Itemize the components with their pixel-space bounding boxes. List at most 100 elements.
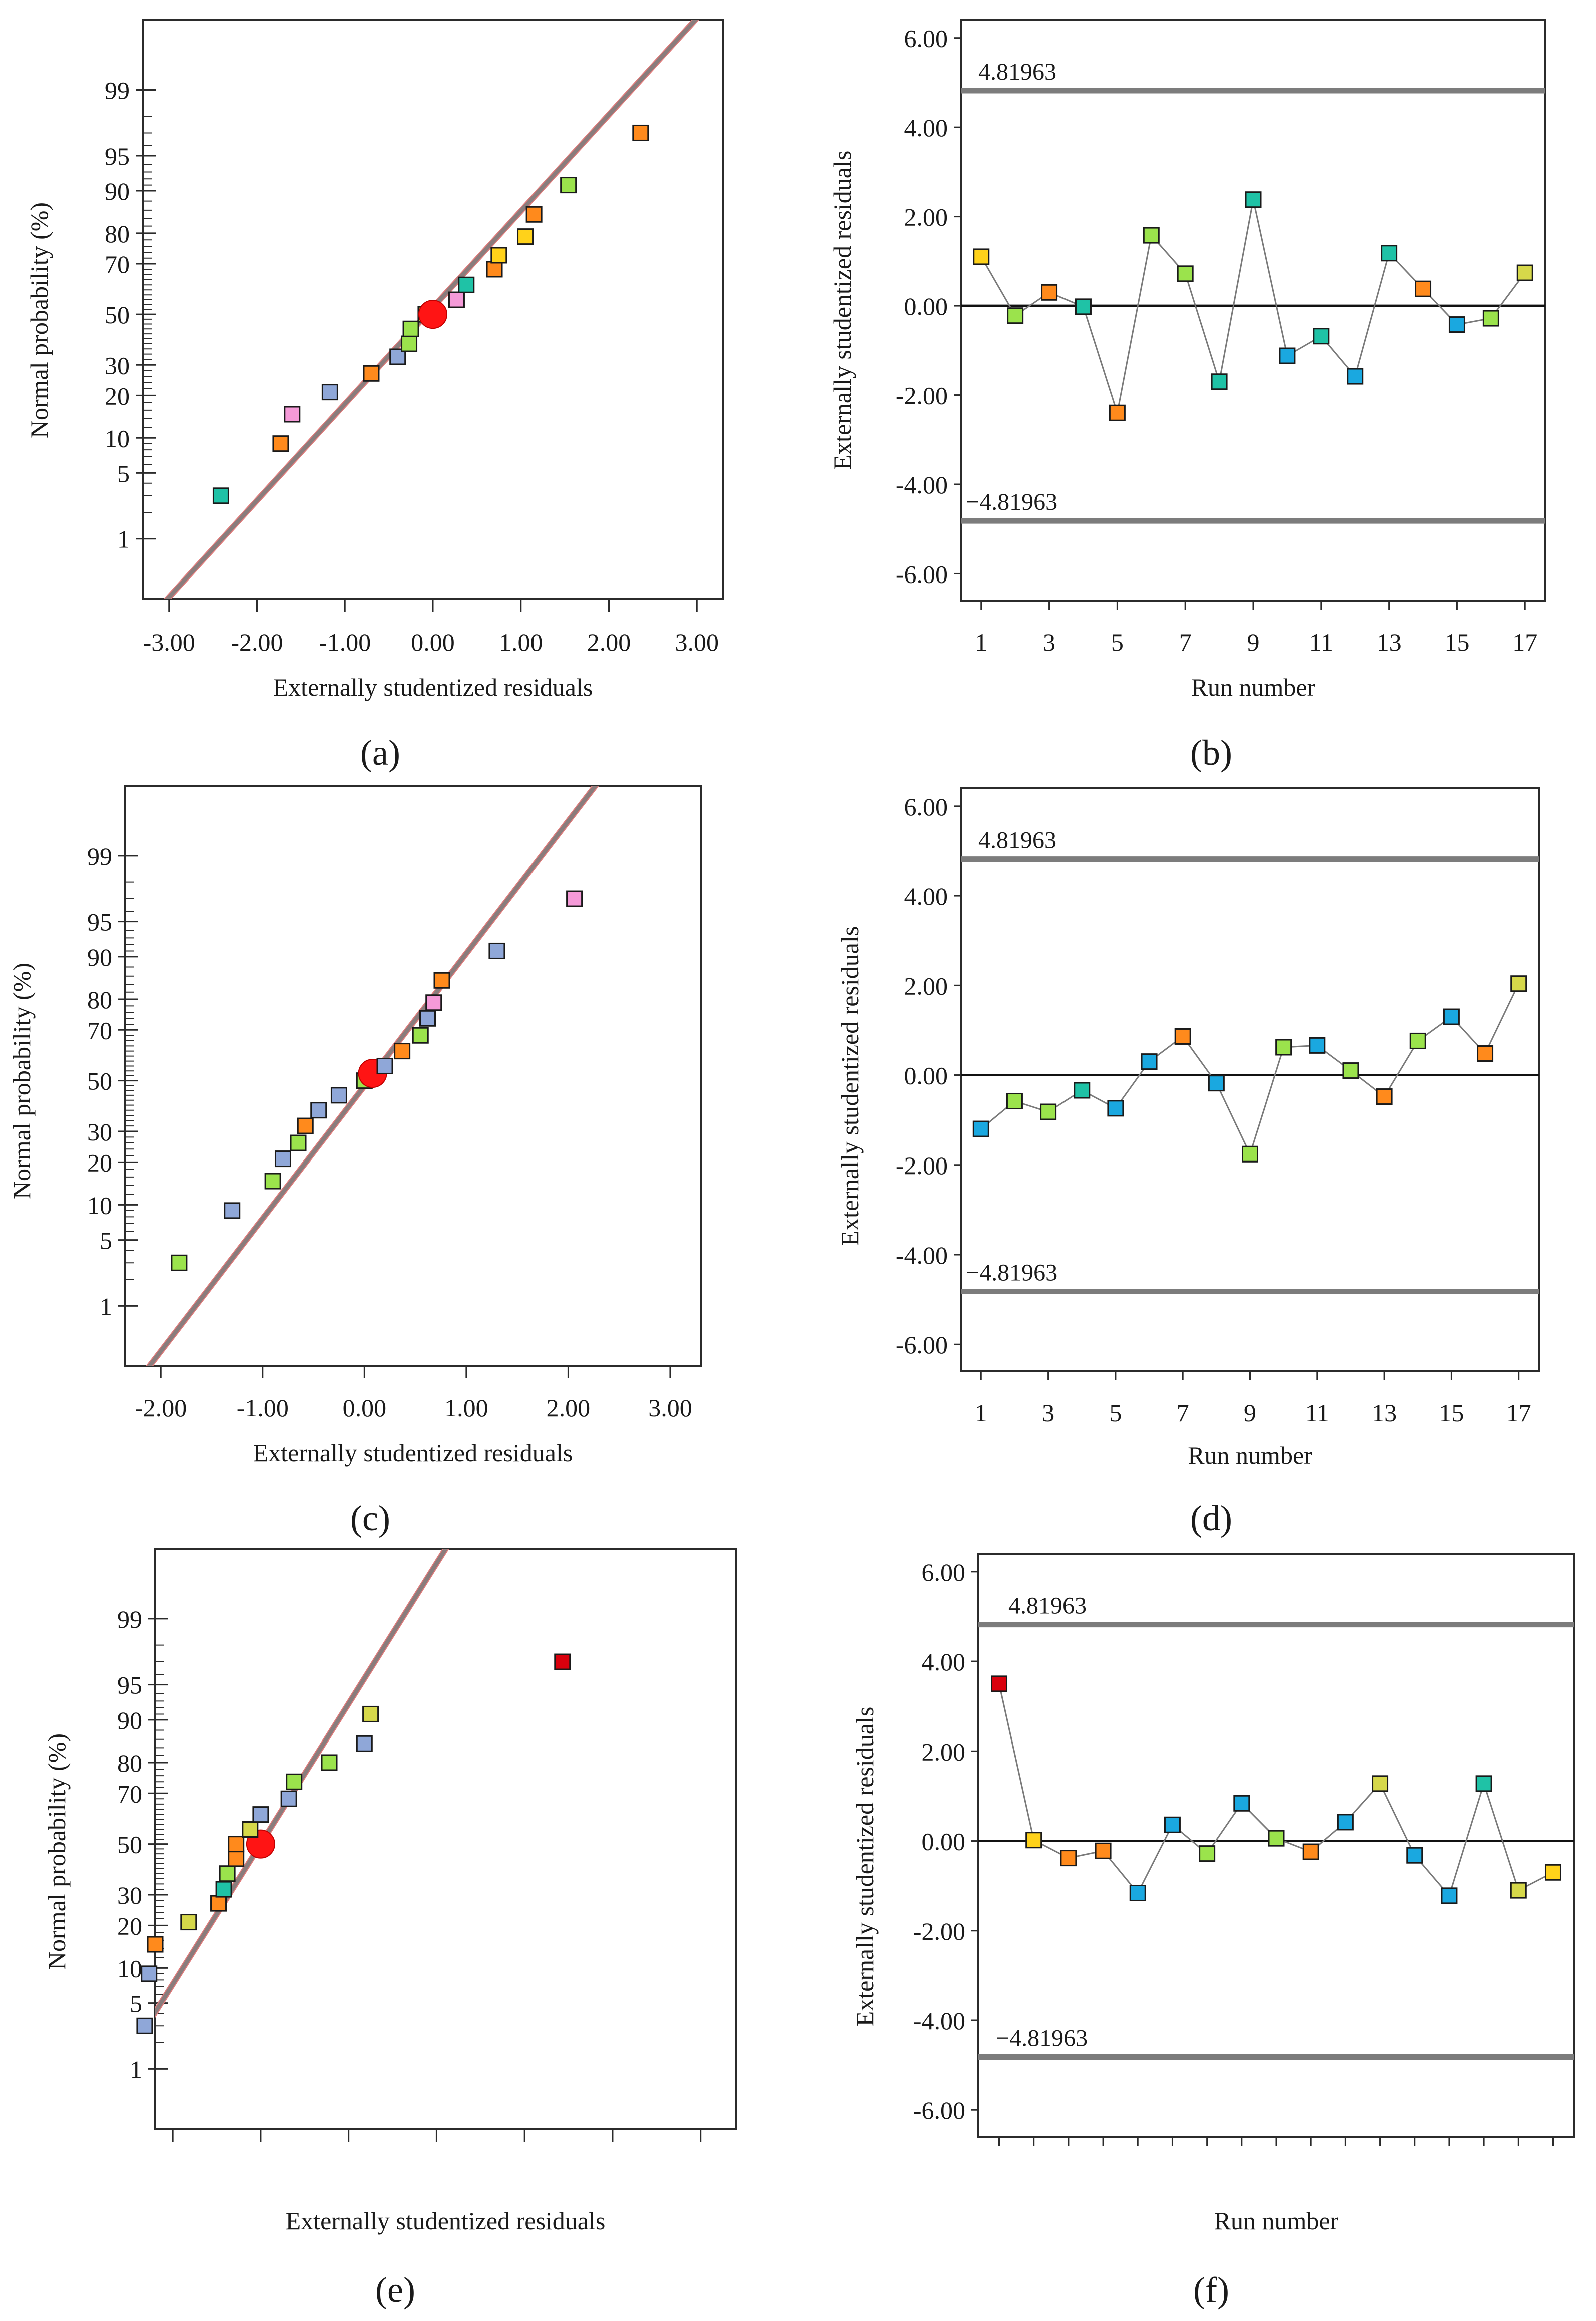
y-axis-label-f: Externally studentized residuals	[851, 1707, 879, 2027]
residual-point-c	[566, 890, 583, 907]
y-tick-label-d: 6.00	[904, 793, 948, 821]
residual-point-d	[1309, 1037, 1326, 1054]
y-tick-label-f: -6.00	[913, 2096, 965, 2124]
residual-point-b	[1245, 191, 1262, 208]
residual-point-f	[1475, 1775, 1492, 1792]
y-tick-label-d: -6.00	[896, 1331, 948, 1359]
x-tick-label-c: 3.00	[648, 1394, 692, 1422]
residual-point-c	[419, 1010, 436, 1027]
y-tick-label-d: -2.00	[896, 1151, 948, 1180]
residual-point-a	[525, 206, 543, 223]
residual-point-d	[1074, 1082, 1091, 1099]
y-tick-label-b: 4.00	[904, 114, 948, 142]
residual-point-e	[356, 1735, 373, 1752]
y-tick-label-e: 99	[117, 1605, 142, 1633]
x-axis-label-b: Run number	[1191, 673, 1316, 701]
x-tick-label-b: 5	[1111, 628, 1124, 656]
y-tick-label-c: 5	[100, 1227, 112, 1255]
y-tick-label-b: 0.00	[904, 292, 948, 320]
residual-point-e	[242, 1821, 259, 1838]
x-axis-label-d: Run number	[1188, 1441, 1312, 1469]
residual-point-f	[1544, 1864, 1561, 1881]
y-tick-label-e: 10	[117, 1954, 142, 1982]
x-axis-label-e: Externally studentized residuals	[286, 2207, 606, 2235]
y-tick-label-c: 30	[87, 1118, 112, 1146]
residual-point-c	[264, 1173, 281, 1190]
y-tick-label-c: 90	[87, 943, 112, 971]
y-tick-label-c: 70	[87, 1016, 112, 1044]
x-tick-label-a: -3.00	[143, 628, 195, 656]
residual-point-a	[490, 247, 507, 264]
residual-point-e	[362, 1705, 379, 1722]
residual-point-c	[433, 972, 450, 989]
x-tick-label-a: 0.00	[411, 628, 455, 656]
x-tick-label-c: -1.00	[237, 1394, 289, 1422]
y-tick-label-a: 20	[105, 382, 130, 410]
panel-label-b: (b)	[1190, 733, 1232, 773]
residual-point-e	[215, 1881, 232, 1898]
residual-point-f	[991, 1675, 1008, 1692]
y-tick-label-a: 50	[105, 301, 130, 329]
residual-point-b	[1007, 307, 1024, 324]
residual-point-b	[1516, 264, 1533, 281]
y-tick-label-b: -6.00	[896, 560, 948, 588]
x-tick-label-b: 15	[1444, 628, 1469, 656]
x-axis-label-c: Externally studentized residuals	[253, 1439, 573, 1467]
residual-point-c	[394, 1043, 411, 1060]
residual-point-f	[1199, 1845, 1216, 1862]
residual-point-c	[297, 1117, 314, 1134]
x-tick-label-b: 13	[1377, 628, 1402, 656]
y-tick-label-a: 80	[105, 220, 130, 248]
y-tick-label-d: -4.00	[896, 1241, 948, 1269]
residual-point-b	[1075, 298, 1092, 315]
residual-point-a	[486, 261, 503, 278]
panel-d-residuals-vs-run-plot: 6.004.002.000.00-2.00-4.00-6.001 3 5 7 9 11 13…	[836, 787, 1540, 1469]
residual-point-d	[1141, 1053, 1158, 1070]
residual-point-d	[1275, 1039, 1292, 1056]
residual-point-b	[973, 248, 990, 265]
y-tick-label-a: 95	[105, 142, 130, 170]
y-tick-label-f: 0.00	[922, 1828, 966, 1856]
y-tick-label-a: 10	[105, 424, 130, 452]
y-tick-label-c: 50	[87, 1067, 112, 1095]
panel-f-residuals-vs-run-plot: 6.00 4.00 2.00 0.00 -2.00 -4.00 -6.00 4.81963 −4…	[851, 1553, 1575, 2235]
residual-point-d	[1040, 1103, 1057, 1120]
y-tick-label-b: 2.00	[904, 203, 948, 231]
residual-point-a	[389, 348, 406, 365]
residual-point-a	[401, 335, 418, 352]
x-axis-label-f: Run number	[1214, 2207, 1339, 2235]
residual-point-b	[1381, 245, 1398, 262]
residual-point-d	[1242, 1145, 1258, 1163]
residual-point-f	[1233, 1795, 1250, 1812]
residual-point-e	[321, 1754, 338, 1771]
residual-point-d	[1510, 975, 1527, 992]
y-tick-label-e: 30	[117, 1881, 142, 1909]
residual-point-f	[1406, 1847, 1423, 1864]
lower-limit-label-f: −4.81963	[996, 2025, 1088, 2051]
residual-point-a	[632, 124, 649, 141]
plot-frame-c	[124, 785, 702, 1367]
x-tick-label-c: 0.00	[343, 1394, 387, 1422]
y-tick-label-a: 1	[117, 525, 130, 553]
y-tick-label-c: 80	[87, 986, 112, 1014]
x-tick-label-b: 11	[1309, 628, 1333, 656]
y-tick-label-e: 50	[117, 1831, 142, 1859]
residual-point-a	[321, 384, 338, 401]
residual-point-f	[1095, 1842, 1112, 1859]
residual-point-b	[1177, 265, 1194, 282]
y-tick-label-d: 2.00	[904, 972, 948, 1000]
x-tick-label-d: 5	[1109, 1399, 1122, 1427]
residual-point-d	[972, 1120, 989, 1137]
y-tick-label-a: 99	[105, 77, 130, 105]
residual-point-e	[554, 1653, 571, 1670]
x-tick-label-a: -1.00	[319, 628, 371, 656]
residual-point-e	[286, 1773, 303, 1790]
residual-point-f	[1441, 1887, 1458, 1904]
y-tick-label-f: -4.00	[913, 2007, 965, 2035]
x-tick-label-c: 1.00	[444, 1394, 488, 1422]
residual-point-f	[1025, 1832, 1042, 1849]
y-axis-label-c: Normal probability (%)	[8, 963, 36, 1199]
residual-point-b	[1415, 280, 1432, 297]
